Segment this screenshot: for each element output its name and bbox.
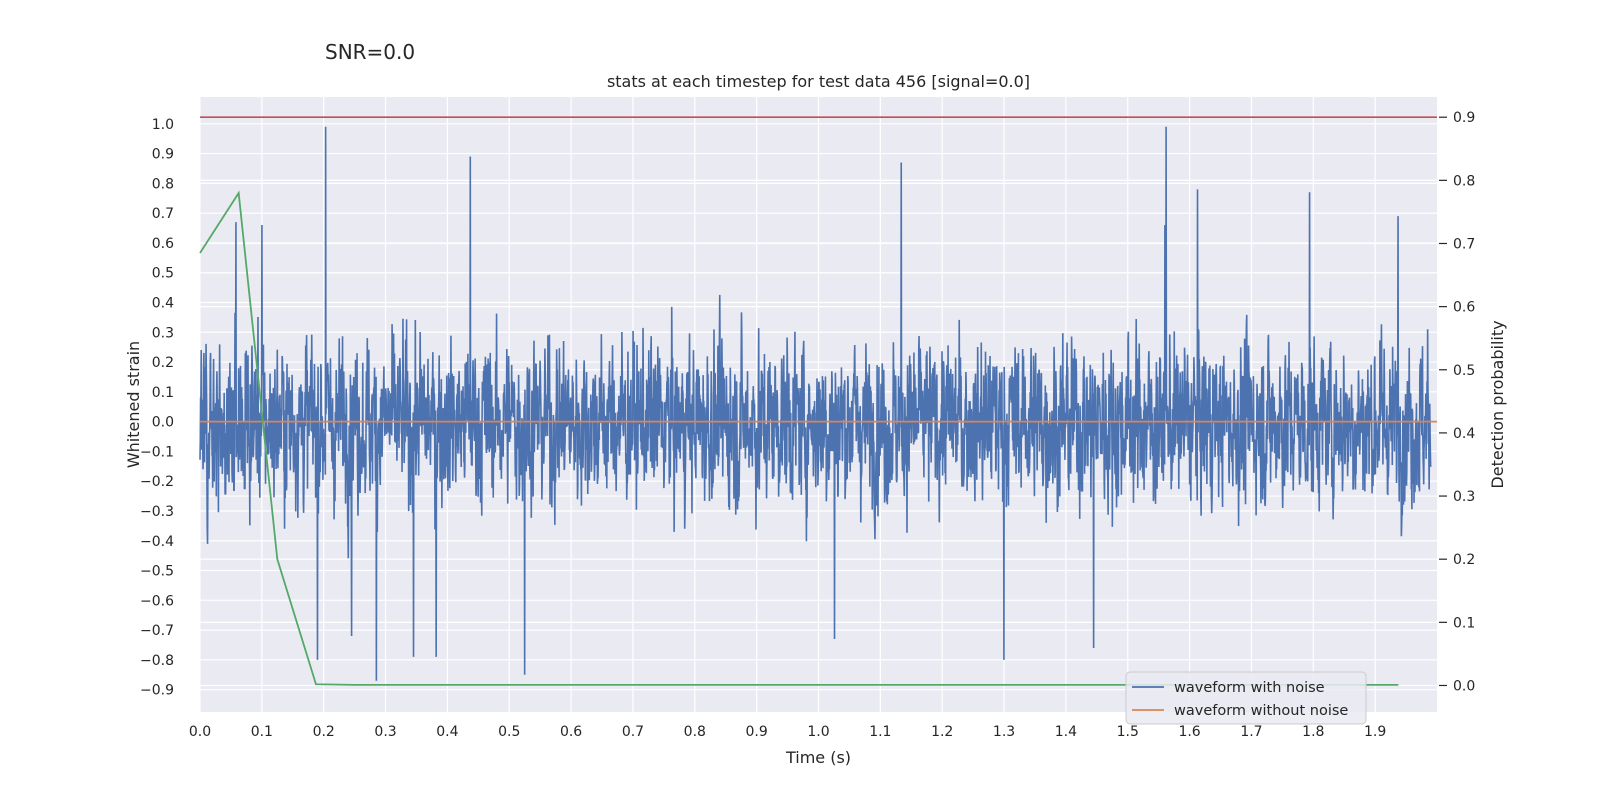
- chart-title: stats at each timestep for test data 456…: [607, 72, 1030, 91]
- y2-tick-label: 0.8: [1453, 173, 1475, 189]
- y-tick-label: −0.9: [140, 683, 174, 699]
- x-tick-label: 0.5: [498, 724, 520, 740]
- y2-tick-label: 0.9: [1453, 110, 1475, 126]
- x-tick-label: 0.1: [251, 724, 273, 740]
- y-tick-label: −0.2: [140, 474, 174, 490]
- y-tick-label: 0.9: [152, 147, 174, 163]
- y2-axis-label: Detection probability: [1488, 320, 1507, 488]
- y-tick-label: −0.6: [140, 593, 174, 609]
- y2-tick-label: 0.7: [1453, 236, 1475, 252]
- x-tick-label: 0.6: [560, 724, 582, 740]
- y2-tick-label: 0.2: [1453, 552, 1475, 568]
- x-tick-label: 1.1: [869, 724, 891, 740]
- y2-tick-label: 0.4: [1453, 426, 1475, 442]
- x-tick-label: 0.8: [684, 724, 706, 740]
- y-tick-label: 0.8: [152, 176, 174, 192]
- x-tick-label: 0.0: [189, 724, 211, 740]
- legend-box: [1125, 671, 1367, 725]
- legend-label-with-noise: waveform with noise: [1174, 680, 1325, 696]
- y-tick-label: −0.3: [140, 504, 174, 520]
- y-tick-label: −0.7: [140, 623, 174, 639]
- x-tick-label: 1.5: [1117, 724, 1139, 740]
- y-tick-label: 0.6: [152, 236, 174, 252]
- x-tick-label: 1.3: [993, 724, 1015, 740]
- y-axis-ticks: 1.0 0.9 0.8 0.7 0.6 0.5 0.4 0.3 0.2 0.1 0.0 −0.1 −0.…: [140, 117, 174, 699]
- x-tick-label: 1.9: [1364, 724, 1386, 740]
- x-tick-label: 1.0: [807, 724, 829, 740]
- y-tick-label: 0.0: [152, 415, 174, 431]
- y2-tick-label: 0.5: [1453, 363, 1475, 379]
- y-axis-label: Whitened strain: [124, 341, 143, 468]
- x-tick-label: 1.4: [1055, 724, 1077, 740]
- x-tick-label: 1.2: [931, 724, 953, 740]
- y-tick-label: −0.8: [140, 653, 174, 669]
- y-tick-label: −0.4: [140, 534, 174, 550]
- y-tick-label: 0.3: [152, 325, 174, 341]
- suptitle: SNR=0.0: [325, 40, 416, 64]
- x-tick-label: 1.8: [1302, 724, 1324, 740]
- legend: waveform with noise waveform without noi…: [1125, 671, 1367, 725]
- series-waveform-with-noise: [199, 126, 1432, 681]
- y-tick-label: 1.0: [152, 117, 174, 133]
- x-tick-label: 1.7: [1240, 724, 1262, 740]
- y2-tick-label: 0.1: [1453, 615, 1475, 631]
- x-axis-label: Time (s): [785, 748, 851, 767]
- y-tick-label: −0.1: [140, 444, 174, 460]
- y2-axis-ticks: 0.9 0.8 0.7 0.6 0.5 0.4 0.3 0.2 0.1 0.0: [1439, 110, 1475, 694]
- x-axis-ticks: 0.0 0.1 0.2 0.3 0.4 0.5 0.6 0.7 0.8 0.9 1.0 1.1 1.2 1…: [189, 724, 1386, 740]
- series-detection-probability: [199, 190, 1399, 686]
- x-tick-label: 0.4: [436, 724, 458, 740]
- y-tick-label: 0.7: [152, 206, 174, 222]
- y2-tick-label: 0.3: [1453, 489, 1475, 505]
- y-tick-label: 0.2: [152, 355, 174, 371]
- y-tick-label: 0.1: [152, 385, 174, 401]
- legend-label-without-noise: waveform without noise: [1174, 703, 1348, 719]
- y2-tick-label: 0.6: [1453, 300, 1475, 316]
- x-tick-label: 0.3: [374, 724, 396, 740]
- x-tick-label: 0.7: [622, 724, 644, 740]
- y-tick-label: −0.5: [140, 564, 174, 580]
- y-tick-label: 0.4: [152, 295, 174, 311]
- y-tick-label: 0.5: [152, 266, 174, 282]
- series-layer: [199, 116, 1437, 686]
- y2-tick-label: 0.0: [1453, 678, 1475, 694]
- x-tick-label: 1.6: [1178, 724, 1200, 740]
- x-tick-label: 0.2: [313, 724, 335, 740]
- x-tick-label: 0.9: [746, 724, 768, 740]
